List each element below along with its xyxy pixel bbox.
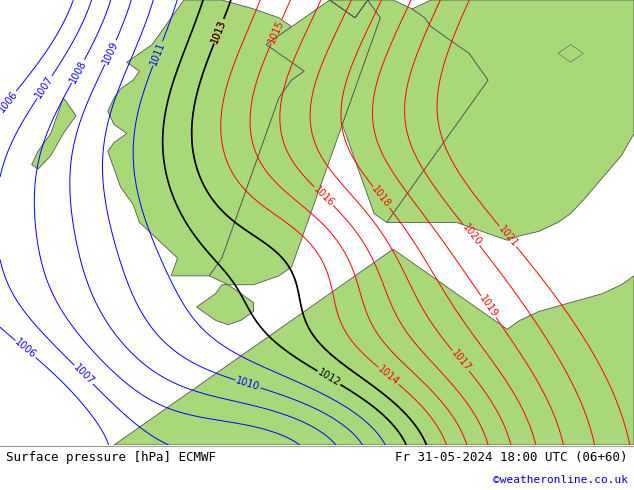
Text: 1020: 1020 (460, 222, 483, 248)
Text: 1006: 1006 (0, 89, 20, 114)
Text: 1014: 1014 (376, 364, 401, 388)
Text: 1016: 1016 (311, 184, 336, 208)
Text: 1010: 1010 (235, 375, 261, 392)
Polygon shape (114, 249, 634, 445)
Polygon shape (108, 0, 304, 276)
Polygon shape (558, 45, 583, 62)
Text: 1007: 1007 (72, 363, 96, 387)
Polygon shape (209, 0, 380, 285)
Text: 1019: 1019 (477, 294, 500, 319)
Text: 1017: 1017 (449, 348, 472, 373)
Polygon shape (32, 98, 76, 169)
Polygon shape (387, 0, 634, 240)
Text: 1021: 1021 (496, 224, 519, 249)
Text: Surface pressure [hPa] ECMWF: Surface pressure [hPa] ECMWF (6, 451, 216, 464)
Polygon shape (330, 0, 488, 222)
Text: 1013: 1013 (210, 18, 228, 45)
Text: 1007: 1007 (34, 74, 55, 100)
Text: 1009: 1009 (101, 39, 120, 66)
Text: 1015: 1015 (267, 18, 286, 45)
Text: 1018: 1018 (370, 185, 393, 210)
Text: ©weatheronline.co.uk: ©weatheronline.co.uk (493, 475, 628, 485)
Polygon shape (197, 285, 254, 325)
Text: 1013: 1013 (210, 18, 228, 45)
Text: 1006: 1006 (13, 337, 38, 361)
Text: Fr 31-05-2024 18:00 UTC (06+60): Fr 31-05-2024 18:00 UTC (06+60) (395, 451, 628, 464)
Text: 1008: 1008 (68, 58, 88, 84)
Text: 1011: 1011 (148, 40, 167, 67)
Text: 1012: 1012 (316, 367, 342, 389)
